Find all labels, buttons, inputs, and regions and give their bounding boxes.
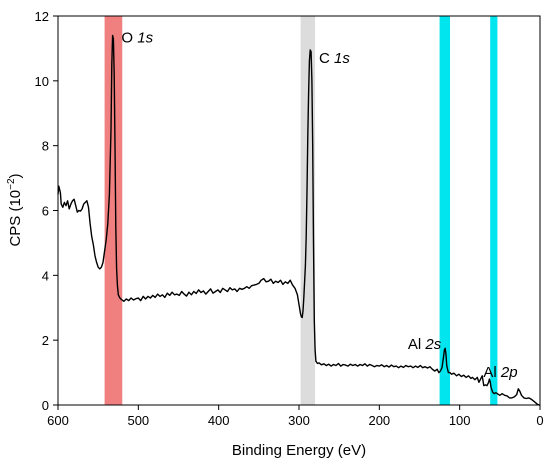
y-axis-ticks: 0 2 4 6 8 10 12 — [35, 9, 58, 413]
y-tick-label: 2 — [42, 333, 49, 348]
x-axis-label: Binding Energy (eV) — [232, 442, 366, 459]
x-tick-label: 500 — [127, 413, 149, 428]
y-tick-label: 4 — [42, 268, 49, 283]
x-tick-label: 600 — [47, 413, 69, 428]
peak-annotations: O 1s C 1s Al 2s Al 2p — [121, 30, 517, 382]
y-tick-label: 12 — [35, 9, 49, 24]
highlight-band-0 — [104, 16, 123, 405]
y-tick-label: 6 — [42, 204, 49, 219]
peak-label-c-1s: C 1s — [319, 50, 350, 67]
y-tick-label: 10 — [35, 74, 49, 89]
x-tick-label: 200 — [368, 413, 390, 428]
y-tick-label: 0 — [42, 398, 49, 413]
highlight-bands — [104, 16, 498, 405]
x-tick-label: 300 — [288, 413, 310, 428]
x-tick-label: 100 — [449, 413, 471, 428]
x-tick-label: 0 — [536, 413, 543, 428]
highlight-band-3 — [490, 16, 498, 405]
x-axis-ticks: 600 500 400 300 200 100 0 — [47, 405, 544, 428]
plot-frame — [57, 15, 541, 406]
x-tick-label: 400 — [208, 413, 230, 428]
highlight-band-1 — [300, 16, 316, 405]
highlight-band-2 — [439, 16, 451, 405]
spectrum-line — [57, 34, 540, 406]
y-axis-label: CPS (10−2) — [6, 173, 24, 246]
peak-label-o-1s: O 1s — [121, 30, 153, 47]
y-tick-label: 8 — [42, 139, 49, 154]
peak-label-al-2p: Al 2p — [483, 364, 517, 381]
peak-label-al-2s: Al 2s — [408, 336, 442, 353]
